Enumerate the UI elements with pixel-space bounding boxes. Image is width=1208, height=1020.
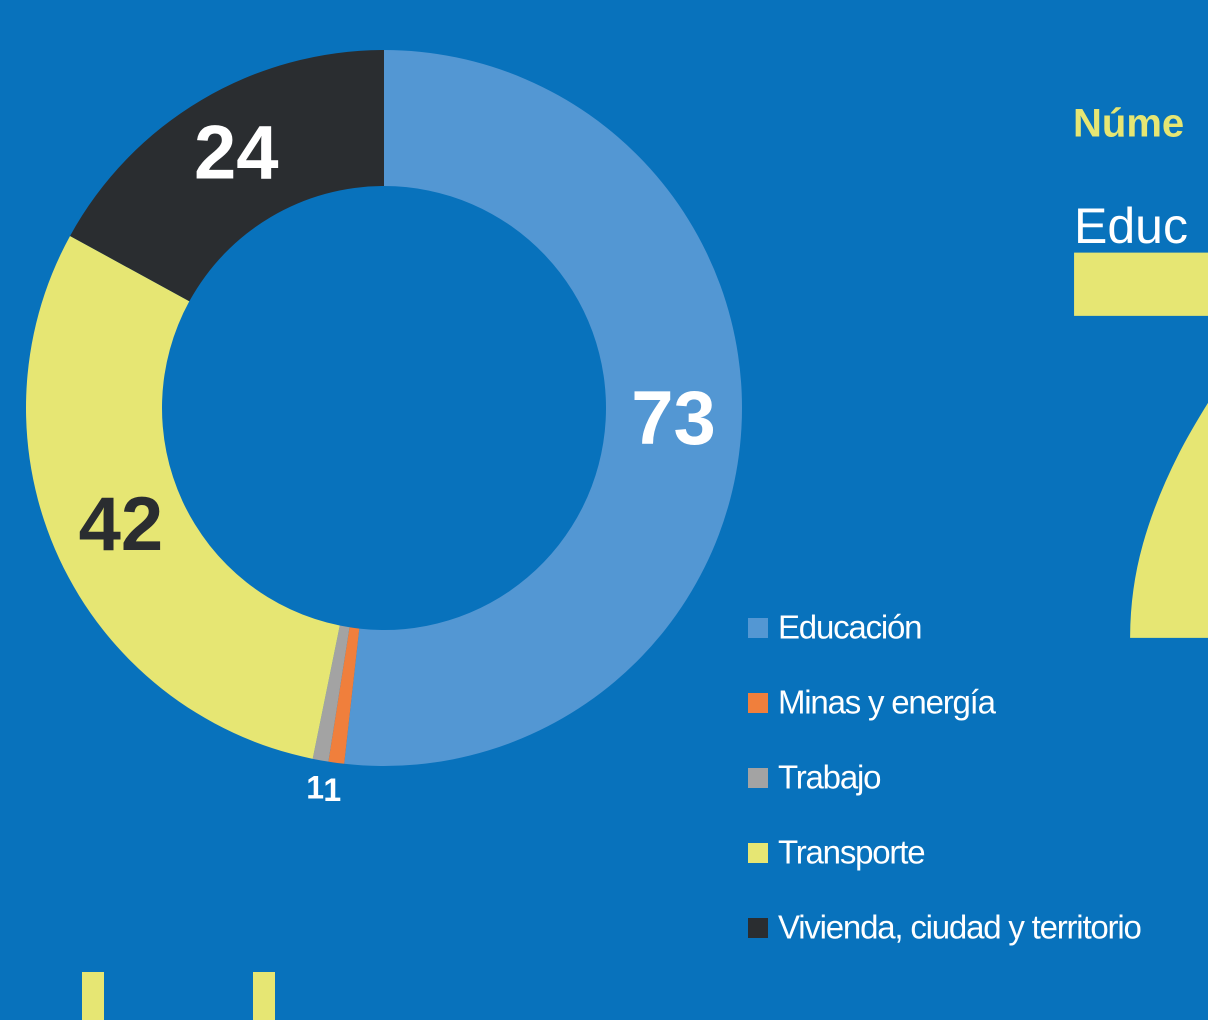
chart-subtitle: Educ	[1074, 198, 1188, 254]
donut-slice	[312, 625, 350, 762]
data-label: 42	[79, 482, 164, 567]
chart-title: Núme	[1073, 102, 1184, 146]
legend-swatch	[748, 768, 768, 788]
donut-slice	[70, 50, 384, 302]
data-label: 1	[323, 772, 341, 808]
decoration	[253, 972, 275, 1020]
legend-swatch	[748, 918, 768, 938]
data-label: 1	[306, 769, 324, 805]
legend-swatch	[748, 843, 768, 863]
legend-swatch	[748, 618, 768, 638]
legend-label: Vivienda, ciudad y territorio	[778, 909, 1141, 946]
data-label: 24	[194, 111, 279, 196]
donut-slice	[344, 50, 742, 766]
legend-label: Trabajo	[778, 759, 880, 796]
data-label: 73	[631, 376, 716, 461]
legend-swatch	[748, 693, 768, 713]
legend-label: Educación	[778, 609, 921, 646]
decoration	[82, 972, 104, 1020]
donut-slice	[25, 235, 340, 759]
donut-slice	[328, 627, 360, 764]
legend-label: Transporte	[778, 834, 924, 871]
big-number: 7	[1050, 131, 1208, 757]
legend-label: Minas y energía	[778, 684, 997, 721]
